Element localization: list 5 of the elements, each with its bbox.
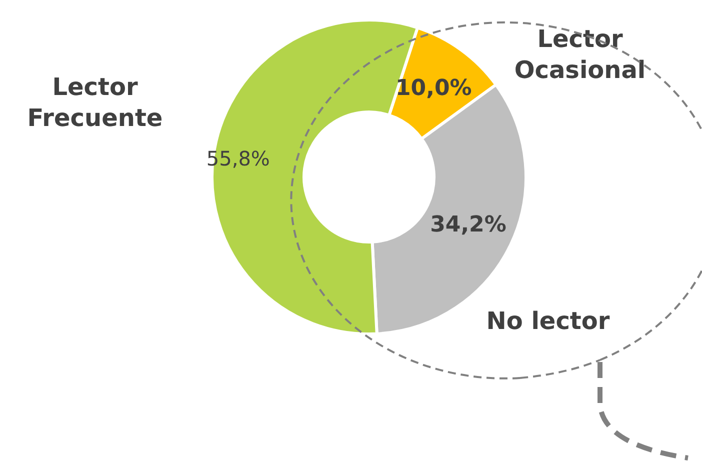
data-label: 10,0% (395, 76, 472, 102)
slice-label: No lector (486, 307, 610, 335)
slice-label: Lector Ocasional (514, 25, 646, 84)
data-label: 34,2% (430, 212, 506, 238)
slice-label: Lector Frecuente (27, 73, 163, 132)
